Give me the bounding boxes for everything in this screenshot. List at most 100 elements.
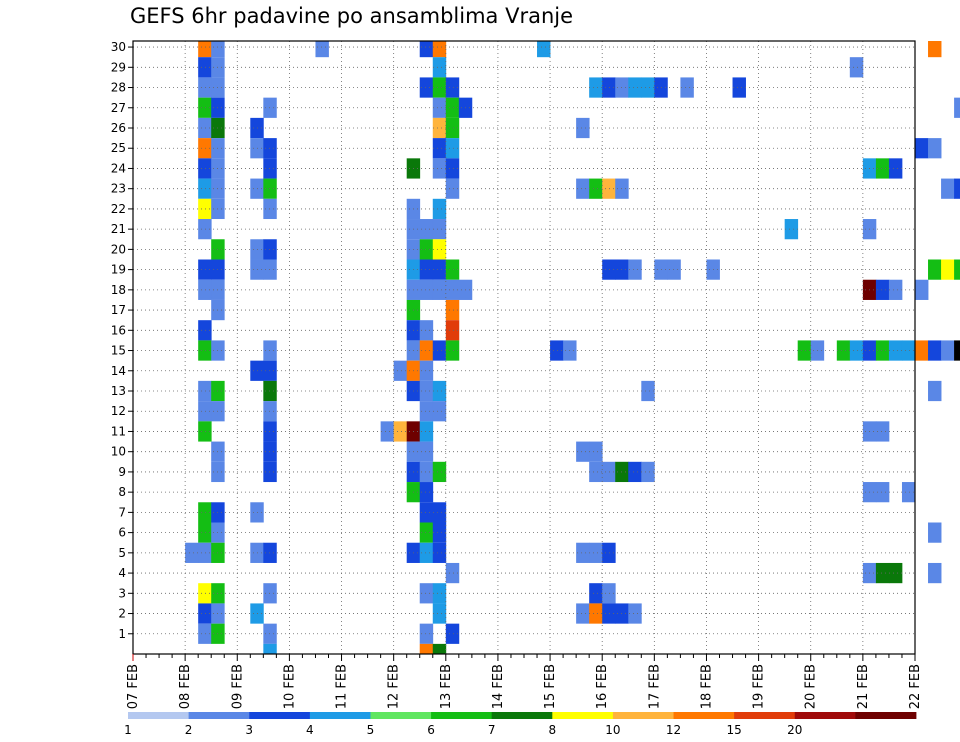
heatmap-cell: [589, 77, 603, 98]
x-tick-label: 19 FEB: [752, 664, 767, 709]
heatmap-cell: [849, 340, 864, 361]
heatmap-cell: [432, 239, 447, 260]
heatmap-cell: [641, 461, 655, 483]
y-tick-label: 11: [111, 424, 126, 438]
heatmap-cell: [419, 320, 434, 341]
heatmap-cell: [198, 502, 212, 523]
heatmap-cell: [875, 482, 890, 503]
heatmap-cell: [576, 441, 590, 462]
heatmap-cell: [445, 117, 460, 139]
x-tick-label: 17 FEB: [647, 664, 662, 709]
heatmap-cell: [888, 562, 903, 584]
heatmap-cell: [432, 380, 447, 402]
heatmap-cell: [185, 542, 199, 563]
heatmap-cell: [589, 542, 603, 563]
y-tick-label: 30: [111, 40, 126, 54]
heatmap-cell: [641, 77, 655, 98]
heatmap-cell: [928, 380, 942, 402]
colorbar-label: 2: [185, 723, 193, 737]
heatmap-cell: [836, 340, 851, 361]
colorbar-swatch: [734, 712, 796, 719]
y-tick-label: 4: [118, 566, 126, 580]
colorbar-swatch: [128, 712, 190, 719]
colorbar-swatch: [188, 712, 250, 719]
heatmap-cell: [875, 340, 890, 361]
heatmap-cell: [198, 117, 212, 139]
heatmap-cell: [432, 138, 447, 159]
heatmap-cell: [419, 219, 434, 240]
y-tick-label: 23: [111, 182, 126, 196]
y-tick-label: 3: [118, 586, 126, 600]
colorbar-label: 3: [245, 723, 253, 737]
heatmap-cell: [198, 259, 212, 280]
colorbar: 1 2 3 4 5 6 7 8 10 12 15 20: [124, 712, 917, 737]
y-tick-label: 10: [111, 445, 126, 459]
heatmap-cell: [576, 603, 590, 624]
x-tick-label: 22 FEB: [908, 664, 923, 709]
heatmap-cell: [419, 380, 434, 402]
x-tick-label: 09 FEB: [230, 664, 245, 709]
heatmap-cell: [432, 158, 447, 179]
colorbar-swatch: [370, 712, 432, 719]
heatmap-cell: [198, 198, 212, 220]
heatmap-cell: [589, 603, 603, 624]
heatmap-cell: [797, 340, 812, 361]
heatmap-cell: [445, 77, 460, 98]
heatmap-cell: [589, 583, 603, 604]
heatmap-cell: [784, 219, 799, 240]
y-tick-label: 15: [111, 344, 126, 358]
heatmap-cell: [432, 198, 447, 220]
colorbar-label: 6: [427, 723, 435, 737]
heatmap-cell: [445, 320, 460, 341]
heatmap-cell: [263, 178, 277, 199]
heatmap-cell: [445, 259, 460, 280]
heatmap-cell: [602, 178, 616, 199]
heatmap-cell: [419, 643, 434, 654]
heatmap-cell: [941, 259, 955, 280]
heatmap-cell: [432, 643, 447, 654]
heatmap-cell: [602, 259, 616, 280]
heatmap-cell: [419, 522, 434, 543]
heatmap-cell: [198, 623, 212, 644]
heatmap-cell: [198, 401, 212, 422]
colorbar-label: 15: [727, 723, 742, 737]
heatmap-cell: [393, 421, 408, 442]
heatmap-cell: [445, 279, 460, 300]
heatmap-cell: [628, 603, 642, 624]
heatmap-cell: [263, 239, 277, 260]
heatmap-cell: [419, 239, 434, 260]
heatmap-cell: [432, 461, 447, 483]
heatmap-cell: [198, 158, 212, 179]
heatmap-cell: [198, 522, 212, 543]
y-tick-label: 6: [118, 526, 126, 540]
heatmap-cell: [432, 583, 447, 604]
y-tick-label: 24: [111, 161, 126, 175]
heatmap-cell: [263, 401, 277, 422]
heatmap-cell: [628, 77, 642, 98]
heatmap-cell: [941, 178, 955, 199]
heatmap-cell: [198, 542, 212, 563]
x-tick-label: 12 FEB: [387, 664, 402, 709]
heatmap-cell: [419, 259, 434, 280]
heatmap-cell: [641, 380, 655, 402]
heatmap-cell: [419, 77, 434, 98]
heatmap-cell: [928, 259, 942, 280]
heatmap-cell: [901, 482, 916, 503]
heatmap-cell: [263, 643, 277, 654]
heatmap-cell: [432, 97, 447, 118]
heatmap-cell: [263, 360, 277, 381]
heatmap-cell: [928, 340, 942, 361]
heatmap-cell: [198, 421, 212, 442]
heatmap-cell: [419, 583, 434, 604]
heatmap-cell: [875, 279, 890, 300]
heatmap-cell: [915, 138, 929, 159]
colorbar-swatch: [491, 712, 553, 719]
colorbar-swatch: [431, 712, 493, 719]
heatmap-cell: [537, 41, 551, 58]
heatmap-cell: [602, 583, 616, 604]
colorbar-label: 20: [787, 723, 802, 737]
heatmap-cell: [928, 562, 942, 584]
heatmap-cell: [263, 380, 277, 402]
heatmap-cell: [432, 522, 447, 543]
